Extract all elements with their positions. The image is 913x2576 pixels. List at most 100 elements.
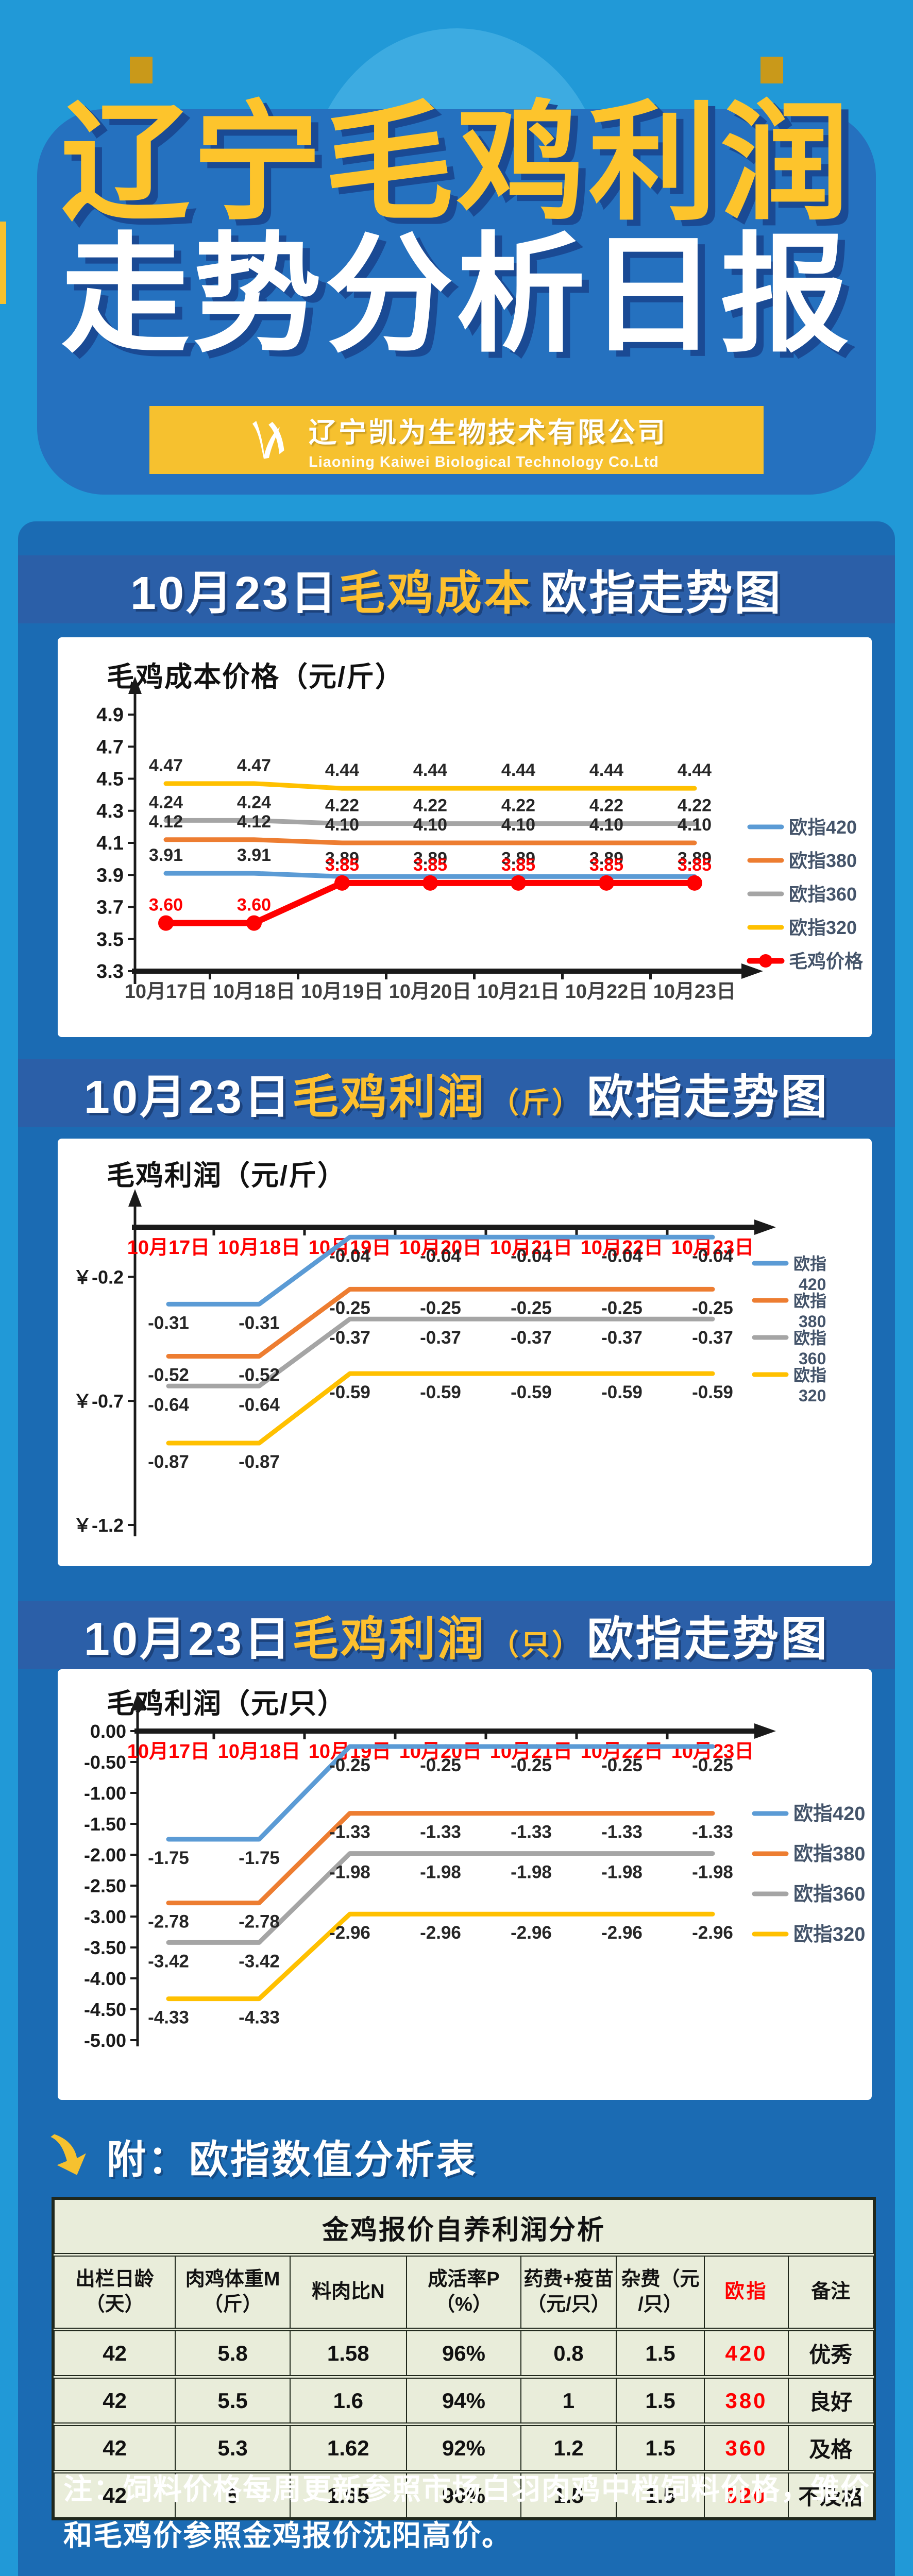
series-欧指380 (163, 837, 697, 845)
x-tick-labels: 10月17日 10月18日 10月19日 10月20日 10月21日 10月22日 10月2… (125, 981, 736, 1003)
y-tick-label: 4.7 (96, 736, 124, 758)
table-header-cell: 出栏日龄 （天） (53, 2254, 176, 2330)
table-cell: 1.5 (615, 2422, 705, 2472)
data-label: 4.10 (589, 815, 623, 835)
section-heading-profit-per-jin: 10月23日 毛鸡利润 （斤） 欧指走势图 (18, 1059, 895, 1127)
table-cell: 1.65 (289, 2470, 407, 2518)
table-cell: 1.5 (615, 2375, 705, 2425)
x-tick-labels: 10月17日 10月18日 10月19日 10月20日 10月21日 10月22日 10月2… (127, 1237, 754, 1259)
data-label: -1.75 (239, 1848, 280, 1868)
date-label: 10月23日 (653, 981, 736, 1003)
data-label: -1.33 (601, 1822, 643, 1842)
axes: ￥-0.2 ￥-0.7 ￥-1.2 (73, 1189, 776, 1536)
data-label: 4.44 (413, 760, 447, 780)
data-label: -1.33 (329, 1822, 370, 1842)
legend-label: 欧指 (793, 1366, 826, 1384)
data-label: 3.60 (149, 895, 183, 915)
data-label: -2.96 (511, 1923, 552, 1943)
y-tick-label: -5.00 (84, 2030, 126, 2051)
legend-label: 320 (799, 1386, 826, 1405)
data-label: 4.24 (149, 792, 183, 812)
data-label: 4.24 (237, 792, 271, 812)
data-label: 4.47 (149, 756, 183, 775)
table-cell: 420 (704, 2328, 789, 2378)
series-欧指380 (166, 1286, 715, 1359)
data-label: -0.25 (420, 1298, 461, 1318)
table-cell: 5 (175, 2470, 291, 2518)
ribbon-fold-left (130, 57, 153, 83)
data-label: 4.44 (501, 760, 535, 780)
page-title-line1: 辽宁毛鸡利润 (61, 91, 852, 235)
series-欧指360 (163, 818, 697, 826)
series-labels-欧指420: -0.31 -0.31 -0.04 -0.04 -0.04 -0.04 -0.04 (148, 1246, 733, 1333)
data-label: -1.33 (692, 1822, 733, 1842)
data-label: -4.33 (239, 2008, 280, 2028)
data-label: 4.22 (678, 796, 712, 816)
heading-unit-text: （斤） (490, 1087, 583, 1119)
table-cell: 360 (704, 2422, 789, 2472)
series-labels-欧指360: 4.24 4.24 4.22 4.22 4.22 4.22 4.22 (149, 792, 712, 815)
series-labels-欧指420: 3.91 3.91 3.89 3.89 3.89 3.89 3.89 (149, 845, 712, 868)
data-label: 3.89 (413, 849, 447, 868)
series-欧指360 (166, 1316, 715, 1388)
chart-title: 毛鸡利润（元/只） (107, 1688, 346, 1719)
section-heading-cost: 10月23日 毛鸡成本 欧指走势图 (18, 555, 895, 623)
legend-label: 欧指360 (793, 1884, 865, 1905)
date-label: 10月17日 (125, 981, 208, 1003)
table-header-cell: 成活率P （%） (405, 2254, 522, 2330)
table-cell: 380 (704, 2375, 789, 2425)
data-label: -0.25 (420, 1755, 461, 1775)
series-labels-毛鸡价格: 3.60 3.60 3.85 3.85 3.85 3.85 3.85 (149, 855, 712, 915)
profit-per-bird-chart: 毛鸡利润（元/只） 0.00 -0.50 -1.00 -1.50 -2.00 -2.50 -3… (58, 1669, 872, 2100)
series-欧指380 (166, 1811, 715, 1906)
data-label: 4.44 (325, 760, 359, 780)
data-label: -0.04 (420, 1246, 461, 1266)
series-labels-欧指360: -0.64 -0.64 -0.37 -0.37 -0.37 -0.37 -0.37 (148, 1328, 733, 1415)
data-label: 3.91 (149, 845, 183, 865)
data-label: -0.37 (692, 1328, 733, 1348)
legend-label: 欧指360 (789, 884, 857, 905)
data-label: -1.98 (511, 1862, 552, 1883)
series-labels-欧指320: 4.47 4.47 4.44 4.44 4.44 4.44 4.44 (149, 756, 712, 780)
data-label: -0.37 (601, 1328, 643, 1348)
table-row: 42 5.3 1.62 92% 1.2 1.5 360 及格 (53, 2422, 874, 2472)
data-label: 3.85 (501, 855, 535, 875)
analysis-table: 金鸡报价自养利润分析 出栏日龄 （天） 肉鸡体重M （斤） 料肉比N 成活率P （%）药… (53, 2199, 874, 2518)
page-title-line2: 走势分析日报 (61, 223, 852, 367)
series-labels-欧指380: -0.52 -0.52 -0.25 -0.25 -0.25 -0.25 -0.25 (148, 1298, 733, 1385)
data-label: 4.22 (325, 796, 359, 816)
heading-date-text: 10月23日 (83, 1614, 293, 1665)
company-name-cn: 辽宁凯为生物技术有限公司 (309, 417, 667, 448)
data-label: -1.98 (601, 1862, 643, 1883)
data-label: -0.87 (148, 1452, 189, 1472)
heading-highlight-text: 毛鸡利润 (292, 1614, 486, 1665)
table-header-cell: 药费+疫苗 （元/只） (520, 2254, 617, 2330)
data-label: -2.96 (420, 1923, 461, 1943)
table-cell: 42 (53, 2470, 176, 2518)
y-tick-label: -4.00 (84, 1968, 126, 1989)
date-label: 10月18日 (218, 1237, 301, 1259)
table-cell: 1.58 (289, 2328, 407, 2378)
legend: 欧指420 欧指380 欧指360 欧指320 (752, 1803, 865, 1945)
data-label: -0.25 (511, 1298, 552, 1318)
data-label: -0.25 (329, 1298, 370, 1318)
date-label: 10月18日 (213, 981, 296, 1003)
table-cell: 42 (53, 2375, 176, 2425)
data-label: 4.10 (678, 815, 712, 835)
table-header-cell: 备注 (787, 2254, 874, 2330)
data-label: -0.59 (601, 1382, 643, 1402)
series-labels-欧指320: -4.33 -4.33 -2.96 -2.96 -2.96 -2.96 -2.96 (148, 1923, 733, 2027)
data-label: -0.52 (239, 1365, 280, 1385)
series-欧指360 (166, 1851, 715, 1945)
data-label: 3.85 (678, 855, 712, 875)
table-cell: 5.5 (175, 2375, 291, 2425)
data-label: -0.25 (601, 1755, 643, 1775)
data-label: -0.64 (239, 1395, 280, 1415)
series-labels-欧指320: -0.87 -0.87 -0.59 -0.59 -0.59 -0.59 -0.59 (148, 1382, 733, 1472)
y-tick-label: ￥-0.7 (73, 1391, 124, 1412)
data-label: 4.12 (237, 812, 271, 832)
table-row: 42 5.5 1.6 94% 1 1.5 380 良好 (53, 2375, 874, 2425)
date-label: 10月21日 (477, 981, 560, 1003)
chart-svg: 毛鸡利润（元/只）0.00 -0.50 -1.00 -1.50 -2.00 -2.50 -3… (84, 1688, 865, 2051)
data-label: -0.59 (511, 1382, 552, 1402)
